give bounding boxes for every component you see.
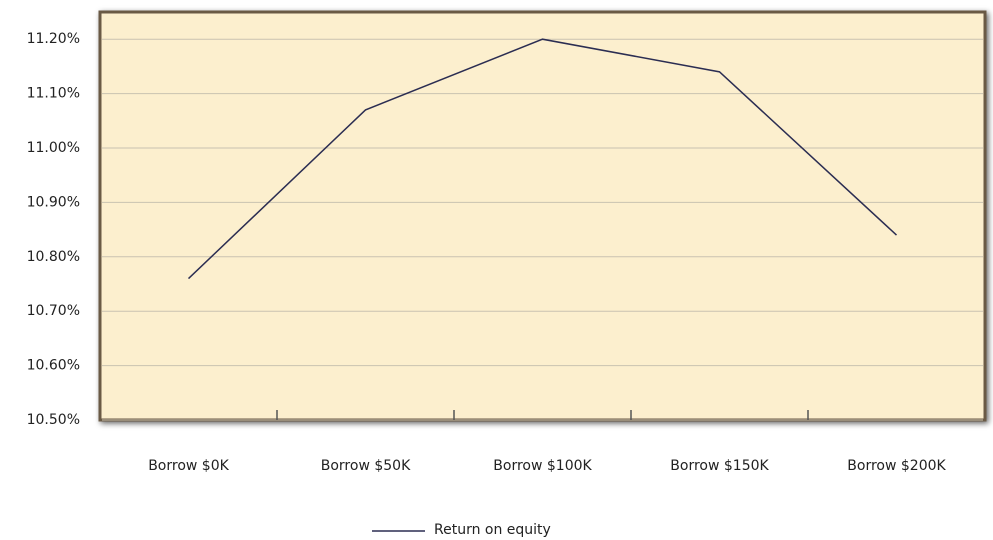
x-tick-label: Borrow $50K xyxy=(321,458,411,474)
y-tick-label: 11.00% xyxy=(27,140,80,156)
x-tick-label: Borrow $200K xyxy=(847,458,946,474)
x-tick-label: Borrow $0K xyxy=(148,458,229,474)
y-tick-label: 10.70% xyxy=(27,303,80,319)
y-tick-label: 10.60% xyxy=(27,358,80,374)
y-tick-label: 11.10% xyxy=(27,86,80,102)
x-tick-label: Borrow $100K xyxy=(493,458,592,474)
y-tick-label: 11.20% xyxy=(27,31,80,47)
series-line xyxy=(187,38,898,280)
x-tick-label: Borrow $150K xyxy=(670,458,769,474)
y-tick-label: 10.80% xyxy=(27,249,80,265)
plot-area xyxy=(98,10,987,422)
y-tick-label: 10.50% xyxy=(27,412,80,428)
y-tick-label: 10.90% xyxy=(27,194,80,210)
legend-label: Return on equity xyxy=(434,522,551,538)
